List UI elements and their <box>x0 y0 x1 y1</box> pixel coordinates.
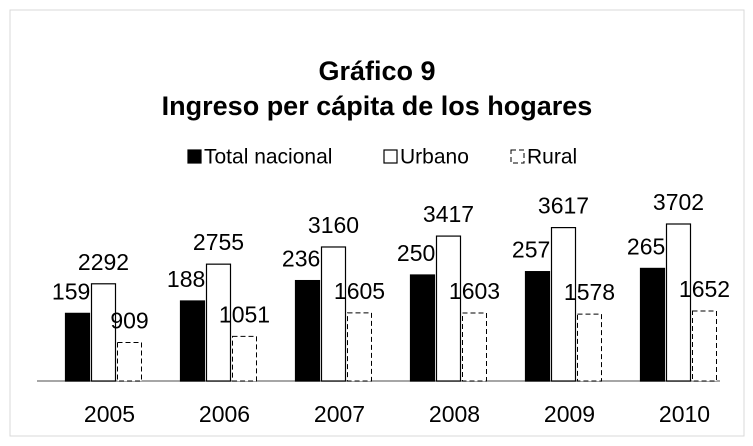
data-label: 1603 <box>449 278 500 304</box>
bar <box>64 312 91 382</box>
bar <box>692 310 717 382</box>
data-label: 3702 <box>653 189 704 215</box>
chart-title: Gráfico 9 <box>318 56 435 86</box>
x-tick-label: 2005 <box>84 401 135 427</box>
bar <box>347 312 372 382</box>
bar <box>117 341 142 382</box>
bar <box>232 335 257 382</box>
data-label: 2292 <box>78 249 129 275</box>
bar <box>577 313 602 382</box>
data-label: 3617 <box>538 193 589 219</box>
data-label: 909 <box>110 308 148 334</box>
bar <box>320 246 347 382</box>
bar <box>524 271 551 382</box>
data-label: 2755 <box>193 229 244 255</box>
legend-label: Total nacional <box>204 146 332 169</box>
bar <box>179 300 206 382</box>
x-tick-label: 2010 <box>659 401 710 427</box>
legend-label: Rural <box>527 146 577 169</box>
bar <box>205 263 232 382</box>
bar <box>550 227 577 382</box>
bar <box>90 283 117 382</box>
x-tick-label: 2008 <box>429 401 480 427</box>
bar <box>435 235 462 382</box>
legend-swatch <box>510 149 525 164</box>
legend-swatch <box>187 149 202 164</box>
bar <box>639 267 666 382</box>
data-label: 3160 <box>308 212 359 238</box>
x-tick-label: 2007 <box>314 401 365 427</box>
legend-label: Urbano <box>400 146 469 169</box>
bar <box>665 223 692 382</box>
data-label: 1051 <box>219 302 270 328</box>
legend-swatch <box>383 149 398 164</box>
data-label: 1578 <box>564 279 615 305</box>
bar <box>409 274 436 382</box>
x-tick-label: 2006 <box>199 401 250 427</box>
x-tick-label: 2009 <box>544 401 595 427</box>
data-label: 3417 <box>423 201 474 227</box>
bar <box>294 279 321 382</box>
legend: Total nacional Urbano Rural <box>187 146 577 169</box>
data-label: 1652 <box>679 276 730 302</box>
bar <box>462 312 487 382</box>
chart-subtitle: Ingreso per cápita de los hogares <box>162 91 593 121</box>
data-label: 1605 <box>334 278 385 304</box>
